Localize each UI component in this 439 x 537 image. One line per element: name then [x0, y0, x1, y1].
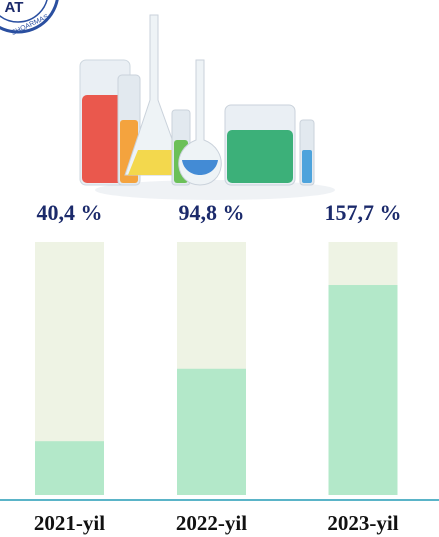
value-label: 94,8 % [179, 200, 245, 225]
logo-text: AT [5, 0, 24, 16]
lab-glassware [79, 14, 335, 200]
bar [328, 285, 398, 495]
bar [177, 368, 246, 495]
x-tick-label: 2022-yil [176, 511, 247, 535]
value-label: 157,7 % [325, 200, 402, 225]
bar-chart: 40,4 % 2021-yil 94,8 % 2022-yil 157,7 % 2023-… [0, 200, 439, 535]
bar [35, 441, 104, 495]
x-tick-label: 2021-yil [34, 511, 105, 535]
value-label: 40,4 % [37, 200, 103, 225]
x-tick-label: 2023-yil [327, 511, 398, 535]
logo: AT SHOARMAS [0, 0, 59, 37]
